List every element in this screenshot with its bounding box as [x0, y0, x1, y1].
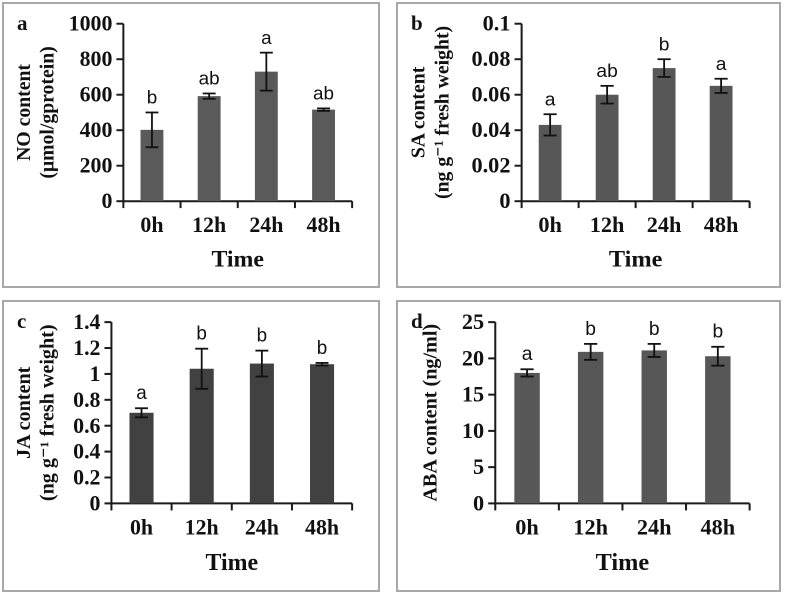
- bar-48h: [310, 364, 335, 504]
- y-tick-label: 0.2: [73, 464, 100, 489]
- panel-a: a 0 200 400 600 800 1000 b 0h ab 12h a 24h ab 48h Time…: [2, 2, 380, 288]
- y-axis-title-line: JA content: [13, 366, 35, 459]
- significance-letter: b: [317, 338, 328, 359]
- panel-letter-c: c: [17, 309, 27, 333]
- panel-letter-b: b: [411, 11, 423, 35]
- x-tick-label: 12h: [192, 213, 226, 237]
- bar-48h: [312, 109, 335, 202]
- y-tick-label: 0.06: [471, 82, 510, 107]
- bar-chart-d: 0 5 10 15 20 25 a 0h b 12h b 24h b 48h Time ABA content…: [419, 309, 751, 576]
- significance-letter: ab: [313, 83, 334, 104]
- significance-letter: a: [261, 27, 272, 48]
- y-tick-label: 0.04: [471, 117, 510, 142]
- bar-24h: [641, 350, 667, 504]
- y-tick-label: 600: [80, 83, 113, 107]
- x-tick-label: 0h: [130, 514, 153, 539]
- y-tick-label: 5: [473, 454, 484, 479]
- significance-letter: ab: [596, 61, 617, 82]
- x-tick-label: 48h: [700, 515, 735, 540]
- significance-letter: b: [659, 35, 670, 56]
- y-tick-label: 0.4: [73, 439, 100, 464]
- x-tick-label: 24h: [647, 212, 682, 237]
- significance-letter: a: [522, 344, 533, 365]
- panel-letter-d: d: [411, 309, 423, 333]
- bar-0h: [129, 412, 154, 504]
- y-tick-label: 0.1: [483, 11, 511, 36]
- panel-b: b 0 0.02 0.04 0.06 0.08 0.1 a 0h ab 12h b 24h a 48h Ti…: [396, 2, 781, 288]
- bar-24h: [249, 363, 274, 504]
- x-tick-label: 48h: [307, 213, 341, 237]
- x-tick-label: 48h: [305, 514, 339, 539]
- y-tick-label: 400: [80, 118, 113, 142]
- y-tick-label: 0: [499, 188, 510, 213]
- y-tick-label: 25: [462, 309, 484, 334]
- significance-letter: b: [147, 87, 158, 108]
- x-tick-label: 0h: [515, 515, 539, 540]
- y-tick-label: 0.08: [471, 46, 510, 71]
- bar-24h: [652, 68, 676, 202]
- x-tick-label: 12h: [185, 514, 219, 539]
- x-axis-title: Time: [596, 549, 650, 576]
- bar-chart-b: 0 0.02 0.04 0.06 0.08 0.1 a 0h ab 12h b 24h a 48h Time…: [407, 11, 751, 273]
- y-axis-title-line: (ng g⁻¹ fresh weight): [37, 324, 59, 501]
- significance-letter: a: [136, 383, 147, 404]
- y-tick-label: 15: [462, 382, 484, 407]
- panel-d: d 0 5 10 15 20 25 a 0h b 12h b 24h b 48h Time ABA conte…: [396, 300, 781, 592]
- significance-letter: a: [545, 90, 556, 111]
- significance-letter: b: [196, 324, 207, 345]
- y-axis-title-line: (ng g⁻¹ fresh weight): [431, 26, 453, 199]
- bar-12h: [189, 368, 214, 504]
- x-tick-label: 24h: [249, 213, 283, 237]
- x-tick-label: 0h: [538, 212, 562, 237]
- panel-c: c 0 0.2 0.4 0.6 0.8 1 1.2 1.4 a 0h b 12h b 24h b 48h Tim…: [2, 300, 380, 592]
- bar-48h: [709, 85, 733, 202]
- significance-letter: b: [649, 319, 660, 340]
- y-tick-label: 1: [90, 361, 101, 386]
- y-tick-label: 1000: [69, 12, 113, 36]
- significance-letter: b: [257, 325, 268, 346]
- panel-letter-a: a: [17, 11, 28, 35]
- y-tick-label: 0.02: [471, 153, 510, 178]
- x-tick-label: 12h: [573, 515, 608, 540]
- y-axis-title-line: SA content: [407, 66, 429, 158]
- x-tick-label: 48h: [704, 212, 739, 237]
- y-tick-label: 0: [90, 490, 101, 515]
- bar-48h: [705, 356, 731, 504]
- y-axis-title-line: NO content: [13, 64, 35, 161]
- bar-12h: [197, 96, 221, 202]
- y-axis-title-line: ABA content (ng/ml): [419, 324, 441, 502]
- y-tick-label: 200: [80, 154, 113, 178]
- y-tick-label: 800: [80, 47, 113, 71]
- x-tick-label: 24h: [637, 515, 672, 540]
- y-tick-label: 1.4: [73, 309, 100, 334]
- significance-letter: b: [585, 319, 596, 340]
- y-tick-label: 10: [462, 418, 484, 443]
- y-tick-label: 20: [462, 346, 484, 371]
- bar-0h: [538, 124, 562, 202]
- x-tick-label: 12h: [590, 212, 625, 237]
- x-tick-label: 24h: [245, 514, 279, 539]
- x-axis-title: Time: [609, 247, 663, 273]
- bar-12h: [577, 351, 604, 504]
- x-axis-title: Time: [211, 246, 264, 272]
- bar-chart-c: 00.20.40.60.811.21.4 a 0h b 12h b 24h b 48h Time J…: [13, 309, 354, 576]
- x-tick-label: 0h: [140, 213, 163, 237]
- y-tick-label: 0.6: [73, 413, 100, 438]
- bar-12h: [595, 94, 619, 202]
- y-axis-title-line: (μmol/gprotein): [37, 46, 59, 178]
- y-tick-label: 0: [473, 491, 484, 516]
- y-tick-label: 1.2: [73, 335, 100, 360]
- significance-letter: b: [712, 322, 723, 343]
- y-tick-label: 0.8: [73, 387, 100, 412]
- bar-24h: [254, 71, 278, 202]
- bar-0h: [514, 372, 540, 504]
- y-tick-label: 0: [101, 189, 112, 213]
- significance-letter: a: [716, 54, 727, 75]
- bar-chart-a: 0 200 400 600 800 1000 b 0h ab 12h a 24h ab 48h Time NO…: [13, 12, 354, 272]
- significance-letter: ab: [199, 68, 220, 89]
- x-axis-title: Time: [205, 550, 258, 576]
